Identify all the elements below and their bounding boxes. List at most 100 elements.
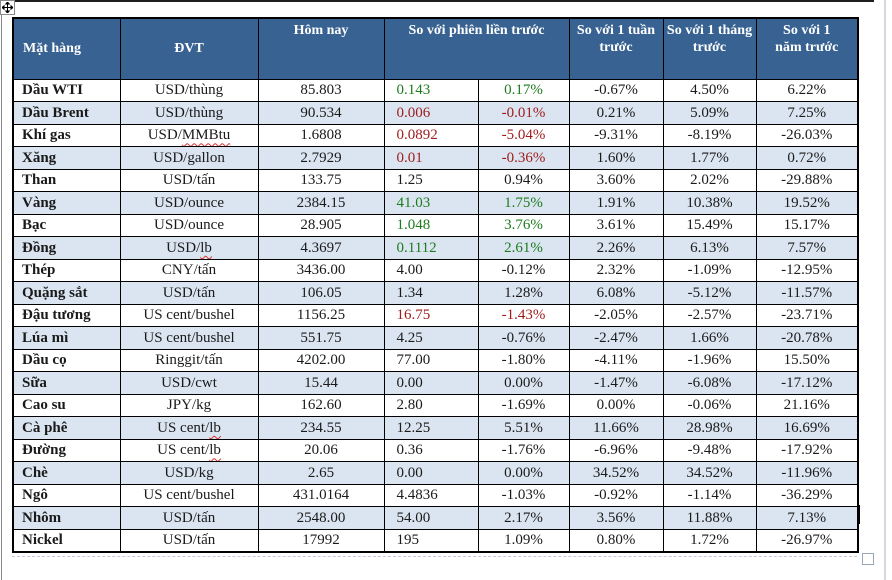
commodity-name-cell[interactable]: Đồng xyxy=(12,236,121,260)
commodity-name-cell[interactable]: Xăng xyxy=(12,146,121,170)
week-change-cell[interactable]: -4.11% xyxy=(568,348,664,372)
commodity-name-cell[interactable]: Cao su xyxy=(12,393,121,417)
unit-cell[interactable]: CNY/tấn xyxy=(119,258,259,282)
year-change-cell[interactable]: 0.72% xyxy=(755,146,859,170)
month-change-cell[interactable]: -8.19% xyxy=(662,123,757,147)
month-change-cell[interactable]: 2.02% xyxy=(662,168,757,192)
session-change-cell[interactable]: 1.34 xyxy=(383,281,479,305)
session-change-cell[interactable]: 0.00 xyxy=(383,461,479,485)
unit-cell[interactable]: JPY/kg xyxy=(119,393,259,417)
year-change-cell[interactable]: 7.25% xyxy=(755,101,859,125)
year-change-cell[interactable]: -17.12% xyxy=(755,371,859,395)
today-price-cell[interactable]: 17992 xyxy=(257,528,385,552)
today-price-cell[interactable]: 431.0164 xyxy=(257,483,385,507)
month-change-cell[interactable]: -6.08% xyxy=(662,371,757,395)
week-change-cell[interactable]: 0.21% xyxy=(568,101,664,125)
year-change-cell[interactable]: 6.22% xyxy=(755,78,859,102)
year-change-cell[interactable]: 16.69% xyxy=(755,416,859,440)
year-change-cell[interactable]: -20.78% xyxy=(755,326,859,350)
unit-cell[interactable]: USD/ounce xyxy=(119,213,259,237)
today-price-cell[interactable]: 15.44 xyxy=(257,371,385,395)
year-change-cell[interactable]: 15.50% xyxy=(755,348,859,372)
session-change-cell[interactable]: 0.143 xyxy=(383,78,479,102)
month-change-cell[interactable]: 1.72% xyxy=(662,528,757,552)
week-change-cell[interactable]: -9.31% xyxy=(568,123,664,147)
week-change-cell[interactable]: 34.52% xyxy=(568,461,664,485)
commodity-name-cell[interactable]: Than xyxy=(12,168,121,192)
year-change-cell[interactable]: 15.17% xyxy=(755,213,859,237)
session-change-cell[interactable]: 41.03 xyxy=(383,191,479,215)
today-price-cell[interactable]: 2548.00 xyxy=(257,506,385,530)
session-change-pct-cell[interactable]: -0.12% xyxy=(477,258,570,282)
commodity-name-cell[interactable]: Dầu cọ xyxy=(12,348,121,372)
month-change-cell[interactable]: 5.09% xyxy=(662,101,757,125)
unit-cell[interactable]: USD/MMBtu xyxy=(119,123,259,147)
header-vs-1-year[interactable]: So với 1 năm trước xyxy=(755,17,859,80)
session-change-pct-cell[interactable]: 0.00% xyxy=(477,371,570,395)
week-change-cell[interactable]: 6.08% xyxy=(568,281,664,305)
session-change-pct-cell[interactable]: 1.75% xyxy=(477,191,570,215)
session-change-pct-cell[interactable]: -0.01% xyxy=(477,101,570,125)
week-change-cell[interactable]: 3.56% xyxy=(568,506,664,530)
week-change-cell[interactable]: -0.92% xyxy=(568,483,664,507)
today-price-cell[interactable]: 4.3697 xyxy=(257,236,385,260)
commodity-name-cell[interactable]: Chè xyxy=(12,461,121,485)
week-change-cell[interactable]: -2.05% xyxy=(568,303,664,327)
month-change-cell[interactable]: -1.14% xyxy=(662,483,757,507)
commodity-name-cell[interactable]: Cà phê xyxy=(12,416,121,440)
today-price-cell[interactable]: 90.534 xyxy=(257,101,385,125)
session-change-pct-cell[interactable]: -0.76% xyxy=(477,326,570,350)
today-price-cell[interactable]: 162.60 xyxy=(257,393,385,417)
commodity-name-cell[interactable]: Quặng sắt xyxy=(12,281,121,305)
today-price-cell[interactable]: 85.803 xyxy=(257,78,385,102)
year-change-cell[interactable]: -26.03% xyxy=(755,123,859,147)
month-change-cell[interactable]: -5.12% xyxy=(662,281,757,305)
year-change-cell[interactable]: -23.71% xyxy=(755,303,859,327)
month-change-cell[interactable]: 15.49% xyxy=(662,213,757,237)
month-change-cell[interactable]: -1.09% xyxy=(662,258,757,282)
table-resize-handle[interactable] xyxy=(862,553,874,565)
month-change-cell[interactable]: 28.98% xyxy=(662,416,757,440)
session-change-cell[interactable]: 0.00 xyxy=(383,371,479,395)
session-change-cell[interactable]: 12.25 xyxy=(383,416,479,440)
month-change-cell[interactable]: 4.50% xyxy=(662,78,757,102)
week-change-cell[interactable]: 0.00% xyxy=(568,393,664,417)
unit-cell[interactable]: USD/tấn xyxy=(119,528,259,552)
month-change-cell[interactable]: 1.66% xyxy=(662,326,757,350)
unit-cell[interactable]: US cent/lb xyxy=(119,416,259,440)
year-change-cell[interactable]: -17.92% xyxy=(755,438,859,462)
commodity-name-cell[interactable]: Vàng xyxy=(12,191,121,215)
header-vs-1-week[interactable]: So với 1 tuần trước xyxy=(568,17,664,80)
year-change-cell[interactable]: 21.16% xyxy=(755,393,859,417)
week-change-cell[interactable]: 3.60% xyxy=(568,168,664,192)
today-price-cell[interactable]: 551.75 xyxy=(257,326,385,350)
session-change-pct-cell[interactable]: 1.28% xyxy=(477,281,570,305)
today-price-cell[interactable]: 2.7929 xyxy=(257,146,385,170)
session-change-pct-cell[interactable]: 2.17% xyxy=(477,506,570,530)
session-change-pct-cell[interactable]: 0.94% xyxy=(477,168,570,192)
unit-cell[interactable]: USD/tấn xyxy=(119,506,259,530)
session-change-cell[interactable]: 0.01 xyxy=(383,146,479,170)
session-change-cell[interactable]: 0.0892 xyxy=(383,123,479,147)
commodity-name-cell[interactable]: Đậu tương xyxy=(12,303,121,327)
year-change-cell[interactable]: -11.57% xyxy=(755,281,859,305)
unit-cell[interactable]: US cent/lb xyxy=(119,438,259,462)
today-price-cell[interactable]: 2.65 xyxy=(257,461,385,485)
week-change-cell[interactable]: -0.67% xyxy=(568,78,664,102)
session-change-cell[interactable]: 1.048 xyxy=(383,213,479,237)
year-change-cell[interactable]: -29.88% xyxy=(755,168,859,192)
today-price-cell[interactable]: 1156.25 xyxy=(257,303,385,327)
unit-cell[interactable]: USD/kg xyxy=(119,461,259,485)
unit-cell[interactable]: USD/tấn xyxy=(119,168,259,192)
unit-cell[interactable]: USD/thùng xyxy=(119,101,259,125)
week-change-cell[interactable]: 2.32% xyxy=(568,258,664,282)
session-change-pct-cell[interactable]: -1.43% xyxy=(477,303,570,327)
unit-cell[interactable]: US cent/bushel xyxy=(119,303,259,327)
month-change-cell[interactable]: -0.06% xyxy=(662,393,757,417)
unit-cell[interactable]: USD/tấn xyxy=(119,281,259,305)
today-price-cell[interactable]: 2384.15 xyxy=(257,191,385,215)
session-change-cell[interactable]: 0.006 xyxy=(383,101,479,125)
session-change-pct-cell[interactable]: -5.04% xyxy=(477,123,570,147)
session-change-cell[interactable]: 16.75 xyxy=(383,303,479,327)
week-change-cell[interactable]: 3.61% xyxy=(568,213,664,237)
